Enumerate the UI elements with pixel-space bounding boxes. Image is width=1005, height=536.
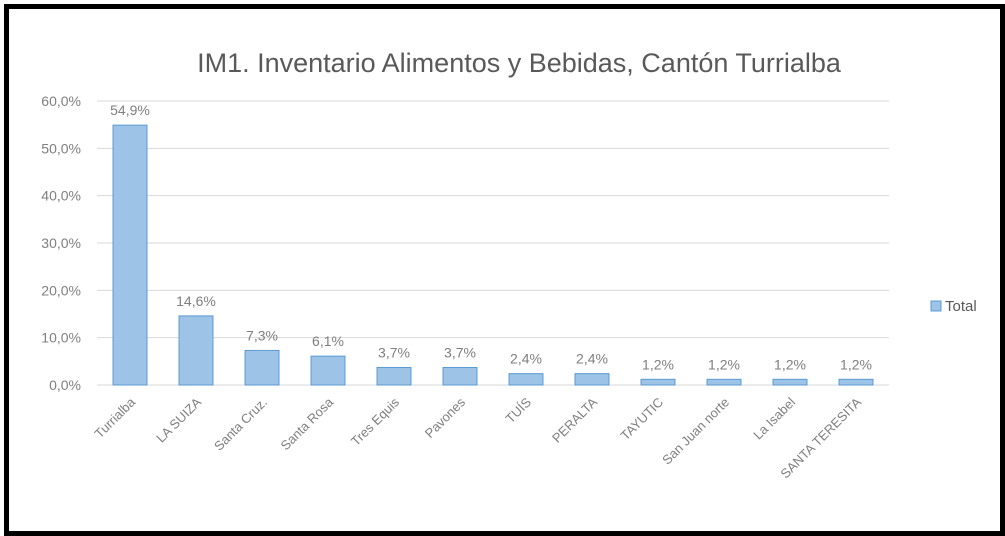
category-label: Turrialba xyxy=(92,394,139,441)
legend-swatch xyxy=(930,300,942,312)
bar xyxy=(310,355,346,386)
bar xyxy=(706,378,742,386)
category-label: PERALTA xyxy=(549,394,600,445)
data-label: 2,4% xyxy=(510,351,542,367)
data-label: 7,3% xyxy=(246,327,278,343)
legend-label: Total xyxy=(945,298,977,315)
bar xyxy=(112,124,148,386)
category-label: Tres Equis xyxy=(348,394,403,449)
bar xyxy=(442,366,478,386)
category-label: Santa Rosa xyxy=(277,394,336,453)
bar xyxy=(244,349,280,386)
y-axis-ticks: 0,0% 10,0% 20,0% 30,0% 40,0% 50,0% 60,0% xyxy=(41,93,81,393)
y-tick-label: 0,0% xyxy=(49,377,81,393)
category-label: La Isabel xyxy=(750,394,798,442)
data-label: 6,1% xyxy=(312,333,344,349)
bar xyxy=(640,378,676,386)
data-label: 1,2% xyxy=(708,356,740,372)
chart-frame: IM1. Inventario Alimentos y Bebidas, Can… xyxy=(4,4,1005,536)
category-label: Pavones xyxy=(422,394,469,441)
category-label: LA SUIZA xyxy=(153,394,204,445)
data-label: 3,7% xyxy=(444,344,476,360)
data-label: 14,6% xyxy=(176,293,216,309)
data-label: 54,9% xyxy=(110,102,150,118)
category-label: TAYUTIC xyxy=(618,395,667,444)
y-tick-label: 60,0% xyxy=(41,93,81,109)
x-axis-categories: Turrialba LA SUIZA Santa Cruz. Santa Rosa Tr… xyxy=(92,394,865,481)
bar xyxy=(574,373,610,386)
y-tick-label: 10,0% xyxy=(41,330,81,346)
bar xyxy=(772,378,808,386)
bar-chart: IM1. Inventario Alimentos y Bebidas, Can… xyxy=(41,48,977,481)
data-label: 2,4% xyxy=(576,351,608,367)
data-label: 3,7% xyxy=(378,344,410,360)
chart-title: IM1. Inventario Alimentos y Bebidas, Can… xyxy=(197,48,842,78)
legend: Total xyxy=(930,298,977,315)
bar xyxy=(376,366,412,386)
data-labels: 54,9% 14,6% 7,3% 6,1% 3,7% 3,7% 2,4% 2,4% 1,2% 1,… xyxy=(110,102,872,372)
y-tick-label: 50,0% xyxy=(41,140,81,156)
y-tick-label: 30,0% xyxy=(41,235,81,251)
bars xyxy=(112,124,874,386)
data-label: 1,2% xyxy=(840,356,872,372)
bar xyxy=(838,378,874,386)
category-label: San Juan norte xyxy=(659,395,732,468)
gridlines xyxy=(97,100,889,386)
data-label: 1,2% xyxy=(642,356,674,372)
category-label: TUÍS xyxy=(503,394,535,426)
y-tick-label: 20,0% xyxy=(41,282,81,298)
y-tick-label: 40,0% xyxy=(41,188,81,204)
data-label: 1,2% xyxy=(774,356,806,372)
category-label: Santa Cruz. xyxy=(211,395,270,454)
bar xyxy=(508,373,544,386)
bar xyxy=(178,315,214,386)
